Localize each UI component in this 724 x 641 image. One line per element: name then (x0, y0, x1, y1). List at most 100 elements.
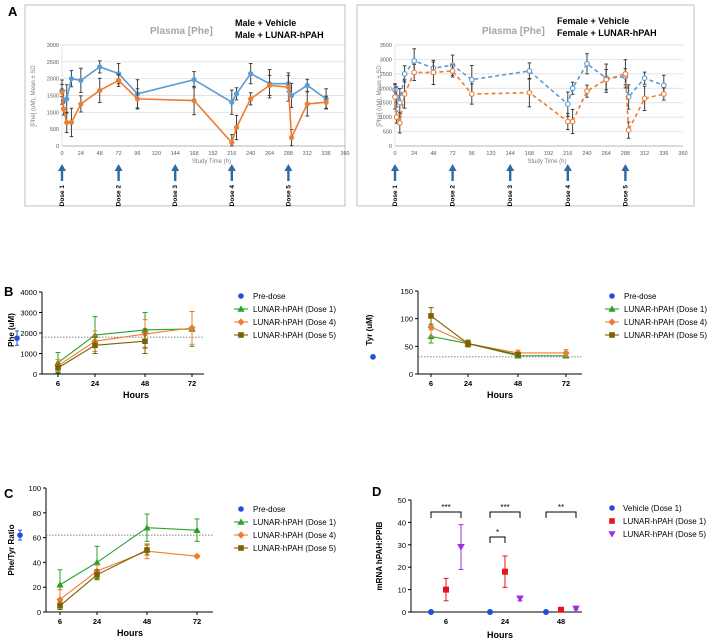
a2-xtick-label: 240 (582, 151, 591, 157)
a2-ytick-label: 1500 (380, 101, 392, 107)
panel-label-a: A (8, 4, 18, 19)
a1-xtick-label: 24 (78, 151, 84, 157)
c-ytick-label: 60 (33, 534, 41, 543)
a1-series-0-point (78, 77, 84, 83)
d-significance-bracket (489, 536, 506, 543)
b1-predose-point (14, 335, 20, 341)
a1-series-1-point (229, 140, 235, 146)
a2-series-1-point (449, 68, 456, 74)
a2-legend-2: Female + LUNAR-hPAH (557, 28, 657, 38)
a1-series-1-point (59, 89, 65, 95)
a2-series-1-point (564, 118, 571, 125)
b2-series-1-line (430, 326, 566, 354)
a2-ytick-label: 1000 (380, 115, 392, 121)
d-legend-marker (609, 518, 615, 524)
d-series-1-point (558, 606, 564, 613)
b1-series-0-line (57, 328, 193, 364)
a2-xtick-label: 24 (411, 151, 417, 157)
c-legend-marker (238, 545, 244, 551)
b1-xtick-label: 72 (188, 379, 196, 388)
a1-dose-label: Dose 1 (59, 185, 66, 207)
c-xtick-label: 48 (143, 617, 151, 626)
a1-xtick-label: 120 (152, 151, 161, 157)
a2-dose-label: Dose 5 (622, 185, 629, 207)
c-legend-marker (237, 531, 245, 539)
c-series-0-point (93, 558, 101, 566)
d-ytick-label: 10 (398, 586, 406, 595)
b1-series-2-point (92, 342, 98, 349)
a2-series-0-point (584, 60, 590, 67)
a1-dose-arrow-icon (284, 164, 293, 171)
a1-xtick-label: 336 (322, 151, 331, 157)
d-significance-label: *** (500, 503, 509, 512)
a1-series-1-point (233, 124, 240, 131)
d-significance-label: *** (441, 503, 450, 512)
c-series-0-point (56, 581, 64, 588)
a2-dose-label: Dose 3 (507, 185, 514, 207)
b2-legend-label: Pre-dose (624, 292, 657, 301)
panel-a1-border (24, 4, 346, 207)
a2-series-0-point (526, 68, 533, 74)
a1-series-1-point (285, 84, 291, 90)
a1-xtick-label: 360 (340, 151, 349, 157)
a1-series-1-point (266, 82, 273, 88)
a1-ylabel: [Phe] (uM), Mean ± SD (31, 65, 37, 127)
a2-dose-label: Dose 2 (450, 185, 457, 207)
c-xtick-label: 6 (58, 617, 62, 626)
b2-series-2-point (515, 351, 521, 358)
a2-xtick-label: 168 (525, 151, 534, 157)
panel-label-c: C (4, 486, 14, 501)
d-ytick-label: 40 (398, 518, 406, 527)
b1-ytick-label: 3000 (20, 309, 37, 318)
a1-series-1-point (134, 96, 141, 102)
d-xtick-label: 24 (501, 617, 510, 626)
b1-series-2-point (55, 365, 61, 371)
b2-legend-marker (609, 293, 615, 299)
a2-series-0-point (468, 76, 475, 83)
b1-ylabel: Phe (uM) (7, 313, 16, 347)
b2-legend-marker (608, 305, 616, 312)
c-legend-label: LUNAR-hPAH (Dose 5) (253, 544, 336, 553)
a2-title: Plasma [Phe] (482, 26, 545, 37)
a1-series-0-point (191, 77, 197, 83)
c-series-0-line (59, 527, 198, 586)
b2-xtick-label: 6 (429, 379, 433, 388)
c-series-1-point (56, 596, 64, 604)
c-legend-marker (238, 506, 244, 512)
a1-series-1-point (304, 101, 310, 107)
a2-xtick-label: 0 (393, 151, 396, 157)
b1-legend-marker (237, 318, 245, 326)
a1-series-0-point (233, 91, 240, 97)
a1-legend-2: Male + LUNAR-hPAH (235, 30, 324, 40)
a1-series-1-point (288, 134, 295, 141)
b2-xtick-label: 24 (464, 379, 473, 388)
a2-legend-1: Female + Vehicle (557, 16, 629, 26)
a1-series-1-point (64, 119, 70, 126)
a2-series-1-point (584, 88, 590, 95)
a2-series-0-point (569, 85, 576, 92)
a2-series-0-point (401, 71, 408, 77)
a1-dose-arrow-icon (58, 164, 66, 171)
b1-ytick-label: 4000 (20, 288, 37, 297)
a1-dose-arrow-icon (171, 164, 180, 171)
b1-ytick-label: 2000 (20, 329, 37, 338)
a1-xtick-label: 216 (227, 151, 236, 157)
b2-legend-marker (609, 332, 615, 338)
a2-xtick-label: 144 (506, 151, 515, 157)
a1-series-0-point (64, 96, 70, 102)
a2-ytick-label: 2000 (380, 86, 392, 92)
a2-ytick-label: 3000 (380, 57, 392, 63)
a1-xtick-label: 144 (171, 151, 180, 157)
a2-series-1-point (401, 91, 408, 97)
a1-xtick-label: 240 (246, 151, 255, 157)
d-legend-marker (608, 531, 616, 538)
d-series-1-point (502, 568, 508, 575)
a2-xtick-label: 192 (544, 151, 553, 157)
a2-ylabel: [Phe] (uM), Mean ± SD (377, 65, 383, 127)
b1-legend-marker (238, 293, 244, 299)
d-significance-bracket (489, 511, 521, 518)
a1-ytick-label: 0 (56, 144, 59, 150)
b1-ytick-label: 0 (33, 370, 37, 379)
panel-a2-border (356, 4, 695, 207)
